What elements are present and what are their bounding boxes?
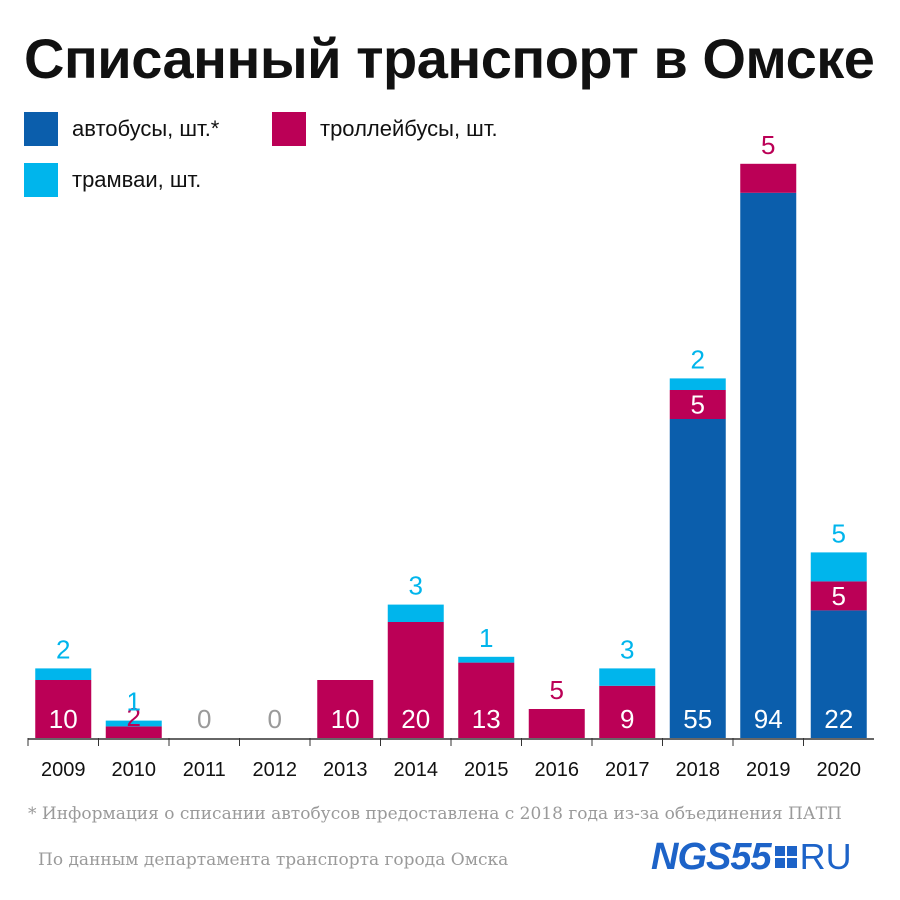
data-label-trolleybuses: 10 — [49, 704, 78, 734]
bar-segment-trams — [810, 552, 867, 582]
x-tick-label: 2014 — [394, 759, 439, 781]
bar-segment-trams — [35, 668, 92, 680]
bar-segment-trolleybuses — [669, 390, 726, 419]
x-tick-label: 2010 — [112, 759, 157, 781]
source-note: По данным департамента транспорта города… — [38, 850, 509, 870]
bar-segment-buses — [740, 192, 797, 739]
zero-value-label: 0 — [268, 704, 282, 734]
bar-segment-trams — [458, 656, 515, 663]
legend-swatch-trams — [24, 163, 58, 197]
data-label-trams: 1 — [479, 623, 493, 653]
data-label-trams: 3 — [620, 634, 634, 664]
legend-label-buses: автобусы, шт.* — [72, 116, 220, 141]
chart-title: Списанный транспорт в Омске — [24, 27, 875, 90]
legend-item-trams: трамваи, шт. — [24, 163, 201, 197]
bar-segment-trams — [669, 378, 726, 390]
data-label-trolleybuses: 9 — [620, 704, 634, 734]
bar-segment-trolleybuses — [105, 726, 162, 738]
bar-segment-buses — [810, 610, 867, 738]
bar-segment-trolleybuses — [528, 709, 585, 738]
data-label-trolleybuses: 2 — [127, 702, 141, 732]
data-label-trolleybuses: 5 — [832, 581, 846, 611]
bar-segment-trolleybuses — [317, 680, 374, 738]
bar-segment-trolleybuses — [740, 163, 797, 193]
bar-segment-trams — [387, 604, 444, 622]
x-tick-label: 2020 — [817, 759, 862, 781]
x-tick-label: 2009 — [41, 759, 86, 781]
ngs55-logo: NGS55 RU — [651, 838, 852, 876]
zero-value-label: 0 — [197, 704, 211, 734]
legend-item-buses: автобусы, шт.* — [24, 112, 219, 146]
bar-segment-trolleybuses — [458, 662, 515, 738]
data-label-buses: 55 — [683, 704, 712, 734]
legend-swatch-trolleybuses — [272, 112, 306, 146]
logo-square-icon — [774, 846, 797, 868]
bar-segment-trolleybuses — [810, 581, 867, 611]
data-label-trolleybuses: 5 — [691, 390, 705, 420]
x-tick-label: 2019 — [746, 759, 791, 781]
footnote: * Информация о списании автобусов предос… — [28, 804, 842, 824]
x-tick-label: 2011 — [183, 759, 226, 781]
x-tick-label: 2016 — [535, 759, 580, 781]
logo-brand: NGS55 — [651, 836, 772, 878]
logo-suffix: RU — [799, 836, 852, 877]
data-label-trams: 2 — [56, 634, 70, 664]
data-label-trams: 2 — [691, 344, 705, 374]
x-tick-label: 2012 — [253, 759, 298, 781]
bar-segment-trams — [599, 668, 656, 686]
data-label-trolleybuses: 5 — [550, 675, 564, 705]
legend-swatch-buses — [24, 112, 58, 146]
legend-item-trolleybuses: троллейбусы, шт. — [272, 112, 498, 146]
bar-segment-trolleybuses — [35, 680, 92, 738]
data-label-trolleybuses: 13 — [472, 704, 501, 734]
legend-label-trolleybuses: троллейбусы, шт. — [320, 116, 498, 141]
bar-segment-trolleybuses — [387, 622, 444, 738]
data-label-buses: 94 — [754, 704, 783, 734]
data-label-trams: 5 — [832, 518, 846, 548]
x-tick-label: 2015 — [464, 759, 509, 781]
x-tick-label: 2013 — [323, 759, 368, 781]
data-label-trams: 1 — [127, 687, 141, 717]
legend-label-trams: трамваи, шт. — [72, 167, 202, 192]
x-tick-label: 2018 — [676, 759, 721, 781]
bar-segment-buses — [669, 419, 726, 738]
data-label-trams: 3 — [409, 571, 423, 601]
x-tick-label: 2017 — [605, 759, 650, 781]
data-label-buses: 22 — [824, 704, 853, 734]
data-label-trolleybuses: 10 — [331, 704, 360, 734]
data-label-trolleybuses: 5 — [761, 130, 775, 160]
bar-segment-trolleybuses — [599, 685, 656, 738]
bar-segment-trams — [105, 720, 162, 727]
data-label-trolleybuses: 20 — [401, 704, 430, 734]
